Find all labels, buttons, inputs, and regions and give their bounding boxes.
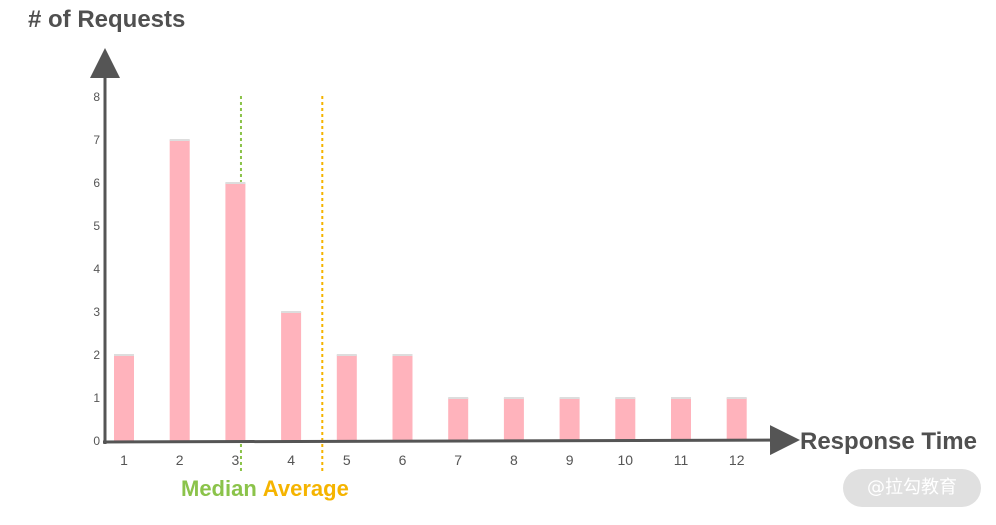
- x-tick-label: 2: [176, 452, 184, 468]
- bar: [448, 398, 469, 441]
- y-tick-label: 6: [93, 176, 100, 190]
- bar: [392, 355, 413, 441]
- x-tick-label: 12: [729, 452, 745, 468]
- bar: [559, 398, 580, 441]
- y-tick-label: 4: [93, 262, 100, 276]
- bar: [503, 398, 524, 441]
- bar: [225, 183, 246, 441]
- bar: [281, 312, 302, 441]
- y-axis-title: # of Requests: [28, 6, 186, 33]
- average-legend-label: Average: [262, 476, 349, 501]
- reference-legend: Median Average: [181, 476, 355, 502]
- y-tick-label: 5: [93, 219, 100, 233]
- x-tick-label: 8: [510, 452, 518, 468]
- x-tick-label: 9: [566, 452, 574, 468]
- y-tick-label: 1: [93, 391, 100, 405]
- bar: [169, 140, 190, 441]
- y-tick-labels: 0 1 2 3 4 5 6 7 8: [93, 90, 100, 448]
- watermark: @拉勾教育: [843, 469, 981, 507]
- bar: [336, 355, 357, 441]
- x-tick-label: 3: [232, 452, 240, 468]
- x-axis-title: Response Time: [800, 428, 977, 455]
- x-tick-labels: 1 2 3 4 5 6 7 8 9 10 11 12: [120, 452, 745, 468]
- x-tick-label: 11: [674, 452, 689, 468]
- axes: [90, 48, 800, 456]
- x-tick-label: 4: [287, 452, 295, 468]
- bar: [671, 398, 691, 441]
- bar: [114, 355, 134, 441]
- y-tick-label: 0: [93, 434, 100, 448]
- median-legend-label: Median: [181, 476, 257, 501]
- y-tick-label: 2: [93, 348, 100, 362]
- y-tick-label: 8: [93, 90, 100, 104]
- grid-lines: [115, 95, 785, 400]
- bar: [726, 398, 747, 441]
- bars: [114, 139, 747, 441]
- y-tick-label: 3: [93, 305, 100, 319]
- x-tick-label: 1: [120, 452, 128, 468]
- y-tick-label: 7: [93, 133, 100, 147]
- x-tick-label: 10: [618, 452, 634, 468]
- x-tick-label: 5: [343, 452, 351, 468]
- bar: [615, 398, 636, 441]
- x-tick-label: 6: [399, 452, 407, 468]
- x-tick-label: 7: [454, 452, 462, 468]
- x-axis: [102, 425, 800, 456]
